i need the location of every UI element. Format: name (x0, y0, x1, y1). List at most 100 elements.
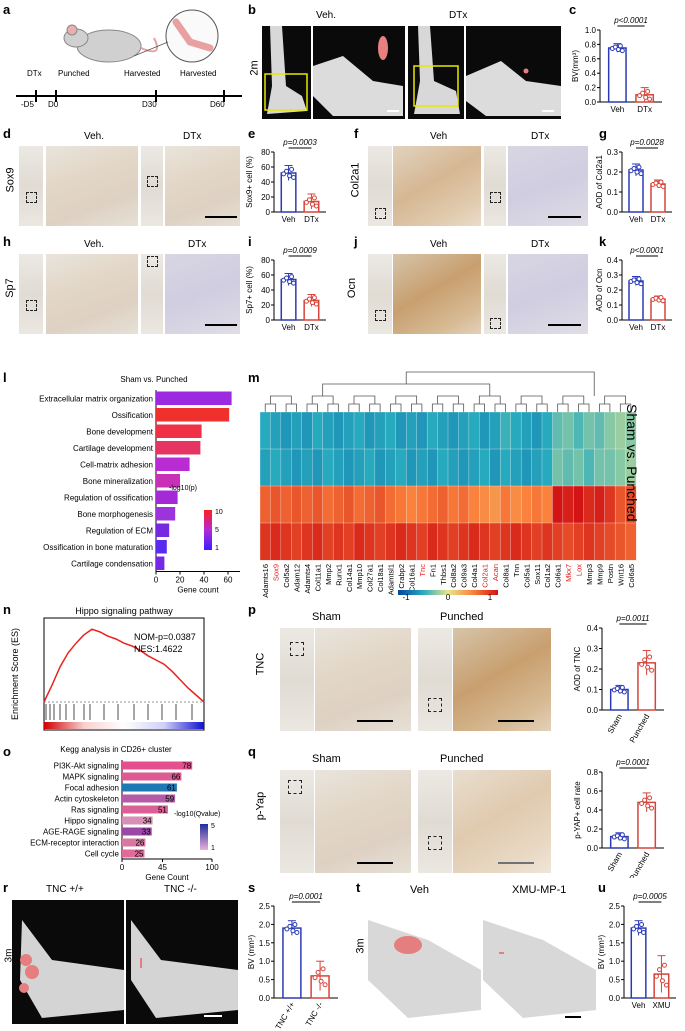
day-d30: D30 (142, 100, 157, 109)
y-tick-label: 0 (266, 316, 271, 325)
dendrogram-branch (353, 395, 376, 404)
p-row-label: TNC (254, 652, 267, 676)
heatmap-cell (270, 485, 282, 524)
y-tick-label: 0.0 (587, 844, 599, 853)
data-point (287, 923, 293, 929)
d-dtx-label: DTx (183, 131, 202, 142)
heatmap-cell (426, 522, 439, 561)
heatmap-cell (259, 411, 271, 450)
ihc-zoom-sham (315, 628, 411, 731)
day-d-5: -D5 (21, 100, 34, 109)
category-label: MAPK signaling (63, 773, 119, 782)
heatmap-cell (332, 485, 345, 524)
t-right-label: XMU-MP-1 (512, 884, 567, 896)
b-row-label: 2m (248, 60, 261, 76)
y-tick-label: 0.2 (585, 84, 597, 93)
y-tick-label: 20 (261, 301, 270, 310)
y-tick-label: 0.4 (585, 69, 597, 78)
data-point (645, 88, 651, 94)
legend-tick-label: 5 (211, 823, 215, 830)
t-row-label: 3m (354, 938, 367, 954)
heatmap-cell (500, 485, 512, 524)
legend-tick-label: 5 (215, 527, 219, 534)
heatmap-cell (583, 411, 595, 450)
heatmap-cell (437, 522, 449, 561)
y-tick-label: 0.0 (609, 994, 621, 1003)
heatmap-cell (374, 522, 386, 561)
data-point (289, 166, 295, 172)
data-point (284, 926, 290, 932)
data-point (313, 301, 319, 307)
y-tick-label: 0.3 (607, 271, 619, 280)
y-tick-label: 0.6 (585, 55, 597, 64)
heatmap-title: Sham vs. Punched (624, 404, 640, 522)
event-punched: Punched (58, 69, 90, 78)
heatmap-cell (479, 448, 491, 487)
bar (628, 169, 644, 213)
y-axis-label: Sox9+ cell (%) (245, 156, 254, 208)
data-point (309, 201, 315, 207)
data-point (617, 43, 623, 49)
bar (156, 441, 201, 455)
ct-image-veh-zoom (313, 26, 405, 119)
heatmap-cell (520, 411, 533, 450)
heatmap-cell (447, 485, 459, 524)
heatmap-cell (583, 448, 595, 487)
color-legend-bar (200, 824, 208, 850)
event-harvested-1: Harvested (124, 69, 161, 78)
gene-label: Col2a1 (481, 564, 490, 588)
y-axis-label: BV (mm³) (597, 935, 606, 970)
gene-label: Crabp2 (397, 564, 406, 589)
data-point (320, 966, 326, 972)
heatmap-cell (270, 522, 282, 561)
dendrogram-branch (599, 403, 611, 412)
data-point (640, 90, 646, 96)
dendrogram-branch (327, 403, 339, 412)
bar-value-label: 51 (158, 806, 167, 815)
heatmap-cell (385, 448, 397, 487)
x-tick-label: Veh (629, 323, 643, 332)
d-row-label: Sox9 (4, 167, 17, 193)
heatmap-cell (562, 522, 574, 561)
heatmap-cell (479, 411, 491, 450)
bar (122, 816, 153, 825)
bar-chart-u: 0.0 0.5 1.0 1.5 2.0 2.5 BV (mm³) Veh XMU p=0.0005 (597, 892, 676, 1010)
legend-title: -log10(Qvalue) (174, 811, 220, 818)
heatmap-cell (604, 485, 616, 524)
heatmap-cell (583, 522, 595, 561)
ct-image-dtx-zoom (466, 26, 561, 119)
category-label: Actin cytoskeleton (55, 795, 119, 804)
panel-label-k: k (599, 234, 607, 249)
heatmap-cell (332, 522, 345, 561)
y-tick-label: 0.0 (607, 208, 619, 217)
data-point (306, 197, 312, 203)
heatmap-cell (332, 411, 345, 450)
x-tick-label: 40 (200, 576, 209, 585)
data-point (318, 978, 324, 984)
panel-label-u: u (598, 880, 606, 895)
gene-label: Fn1 (428, 564, 437, 577)
data-point (661, 962, 667, 968)
bar-chart-p: 0.0 0.1 0.2 0.3 0.4 AOD of TNC Sham Punched p=0.… (573, 614, 664, 744)
heatmap-cell (520, 485, 533, 524)
x-tick-label: 0 (154, 576, 159, 585)
heatmap-cell (364, 522, 376, 561)
bar-value-label: 61 (167, 784, 176, 793)
heatmap-cell (270, 448, 282, 487)
panel-label-q: q (248, 744, 256, 759)
heatmap-cell (541, 522, 553, 561)
heatmap-cell (468, 448, 480, 487)
heatmap-cell (353, 411, 365, 450)
data-point (649, 667, 655, 673)
gene-label: Col6a5 (627, 564, 636, 588)
chart-title: Hippo signaling pathway (75, 606, 173, 616)
f-row-label: Col2a1 (349, 162, 362, 198)
heatmap-cell (500, 522, 512, 561)
bar (156, 556, 165, 570)
panel-label-n: n (3, 602, 11, 617)
gene-label: Mmp2 (324, 564, 333, 585)
y-tick-label: 0.4 (587, 624, 599, 633)
data-point (643, 94, 649, 100)
p-value: p=0.0003 (282, 138, 317, 147)
dendrogram (264, 371, 632, 412)
